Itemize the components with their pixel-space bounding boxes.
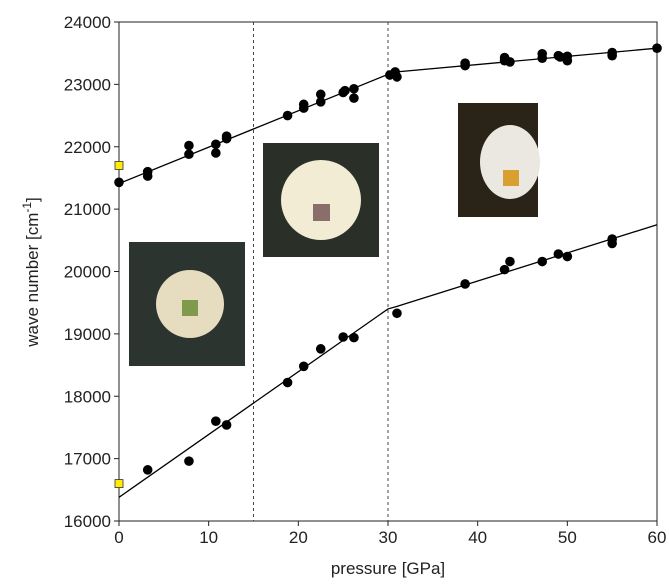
point [460, 58, 470, 68]
marker [114, 479, 124, 488]
point [392, 72, 402, 82]
point [349, 93, 359, 103]
photo [129, 242, 245, 366]
point [282, 110, 293, 121]
point [184, 149, 194, 160]
point [562, 251, 573, 262]
y-label-end: ] [23, 197, 42, 202]
photo [458, 103, 540, 217]
point [221, 131, 232, 141]
marker [114, 161, 124, 170]
point [349, 83, 359, 94]
y-tick-label: 24000 [64, 13, 111, 32]
y-tick-label: 20000 [64, 263, 111, 282]
x-tick-label: 0 [114, 528, 123, 547]
point [349, 332, 359, 343]
x-tick-label: 30 [379, 528, 398, 547]
point [315, 89, 326, 100]
x-tick-label: 60 [648, 528, 667, 547]
point [537, 256, 548, 267]
x-tick-label: 10 [199, 528, 218, 547]
point [338, 332, 348, 342]
point [142, 465, 153, 475]
point [298, 99, 309, 110]
point [211, 416, 221, 427]
x-axis-label: pressure [GPa] [331, 559, 445, 578]
point [142, 166, 153, 177]
y-tick-label: 17000 [64, 450, 111, 469]
y-tick-label: 22000 [64, 138, 111, 157]
fit-line [118, 47, 658, 185]
point [652, 43, 662, 53]
point [392, 308, 402, 319]
point [184, 456, 194, 466]
x-tick-label: 40 [468, 528, 487, 547]
y-tick-label: 23000 [64, 75, 111, 94]
y-label-text: wave number [cm [23, 213, 42, 348]
point [505, 57, 515, 67]
y-tick-label: 16000 [64, 512, 111, 531]
point [505, 256, 515, 267]
point [553, 249, 564, 259]
point [537, 49, 548, 59]
point [315, 97, 326, 107]
point [282, 377, 293, 388]
fit-line [118, 224, 658, 498]
point [221, 420, 232, 430]
point [562, 51, 573, 62]
x-tick-label: 50 [558, 528, 577, 547]
y-label-sup: -1 [20, 202, 34, 213]
point [211, 139, 221, 150]
y-axis-label: wave number [cm-1] [20, 197, 42, 348]
point [114, 177, 124, 188]
point [315, 344, 326, 354]
photo [263, 143, 379, 257]
point [499, 264, 510, 275]
point [607, 47, 617, 58]
y-tick-label: 19000 [64, 325, 111, 344]
y-tick-label: 21000 [64, 200, 111, 219]
x-tick-label: 20 [289, 528, 308, 547]
point [184, 140, 194, 151]
y-tick-label: 18000 [64, 387, 111, 406]
point [555, 52, 565, 62]
point [460, 279, 470, 289]
point [607, 234, 617, 244]
point [298, 361, 309, 372]
point [211, 148, 221, 158]
point [340, 85, 350, 96]
